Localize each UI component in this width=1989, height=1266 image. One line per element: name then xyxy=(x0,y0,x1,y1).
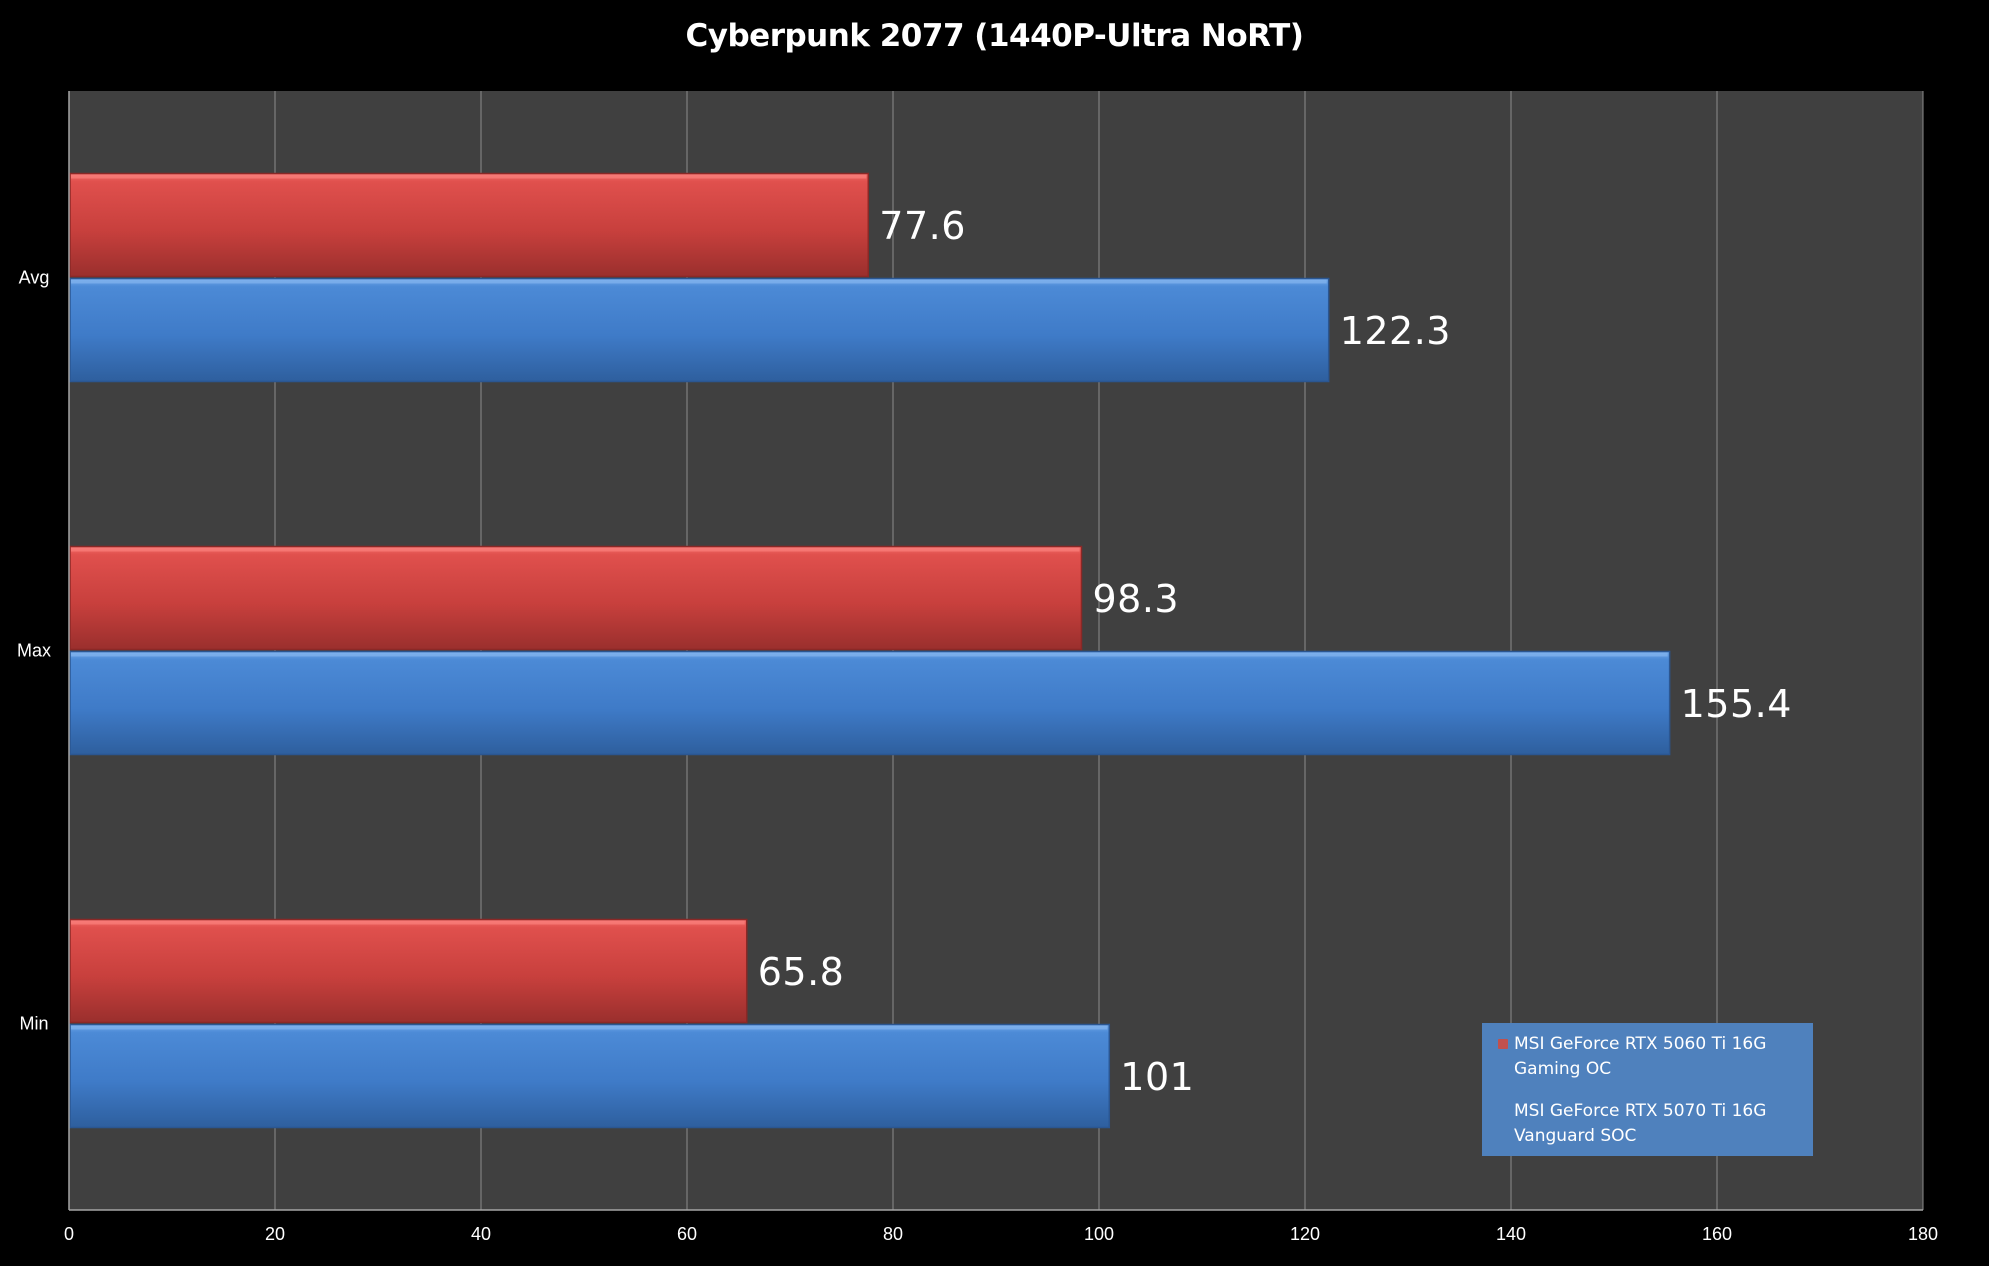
x-tick-label: 160 xyxy=(1702,1224,1732,1244)
bar-highlight xyxy=(71,279,1327,284)
category-label: Min xyxy=(19,1014,48,1034)
value-labels: 77.6 122.3 98.3 155.4 65.8 101 xyxy=(758,204,1792,1099)
chart-title: Cyberpunk 2077 (1440P-Ultra NoRT) xyxy=(685,18,1304,54)
legend-label: MSI GeForce RTX 5070 Ti 16G Vanguard SOC xyxy=(1514,1101,1767,1146)
data-label: 65.8 xyxy=(758,950,845,994)
data-label: 155.4 xyxy=(1681,682,1792,726)
x-tick-label: 20 xyxy=(265,1224,285,1244)
data-label: 101 xyxy=(1120,1055,1194,1099)
legend-label: MSI GeForce RTX 5060 Ti 16G Gaming OC xyxy=(1514,1034,1767,1079)
x-tick-label: 180 xyxy=(1908,1224,1938,1244)
x-tick-label: 80 xyxy=(883,1224,903,1244)
bar-highlight xyxy=(71,174,867,179)
bar xyxy=(69,545,1083,651)
bar xyxy=(69,172,870,278)
bar-highlight xyxy=(71,547,1080,552)
legend-item-5060: MSI GeForce RTX 5060 Ti 16G Gaming OC xyxy=(1498,1032,1774,1082)
data-label: 98.3 xyxy=(1092,577,1179,621)
bar-highlight xyxy=(71,920,745,925)
bar xyxy=(69,1023,1111,1129)
bar xyxy=(69,650,1671,756)
x-tick-label: 40 xyxy=(471,1224,491,1244)
category-label: Avg xyxy=(19,268,50,288)
legend-swatch-blue xyxy=(1498,1106,1508,1116)
bar-highlight xyxy=(71,652,1668,657)
legend: MSI GeForce RTX 5060 Ti 16G Gaming OC MS… xyxy=(1482,1023,1813,1156)
x-tick-label: 120 xyxy=(1290,1224,1320,1244)
bar-highlight xyxy=(71,1025,1108,1030)
axes: 0 20 40 60 80 100 120 140 160 180 Avg Max Min xyxy=(17,91,1938,1244)
data-label: 122.3 xyxy=(1340,309,1451,353)
x-tick-label: 100 xyxy=(1084,1224,1114,1244)
legend-item-5070: MSI GeForce RTX 5070 Ti 16G Vanguard SOC xyxy=(1498,1099,1774,1149)
legend-swatch-red xyxy=(1498,1039,1508,1049)
data-label: 77.6 xyxy=(879,204,966,248)
bar xyxy=(69,277,1330,383)
x-tick-label: 60 xyxy=(677,1224,697,1244)
bars xyxy=(69,172,1671,1129)
category-label: Max xyxy=(17,641,51,661)
bar xyxy=(69,918,748,1024)
x-tick-label: 0 xyxy=(64,1224,74,1244)
x-tick-label: 140 xyxy=(1496,1224,1526,1244)
